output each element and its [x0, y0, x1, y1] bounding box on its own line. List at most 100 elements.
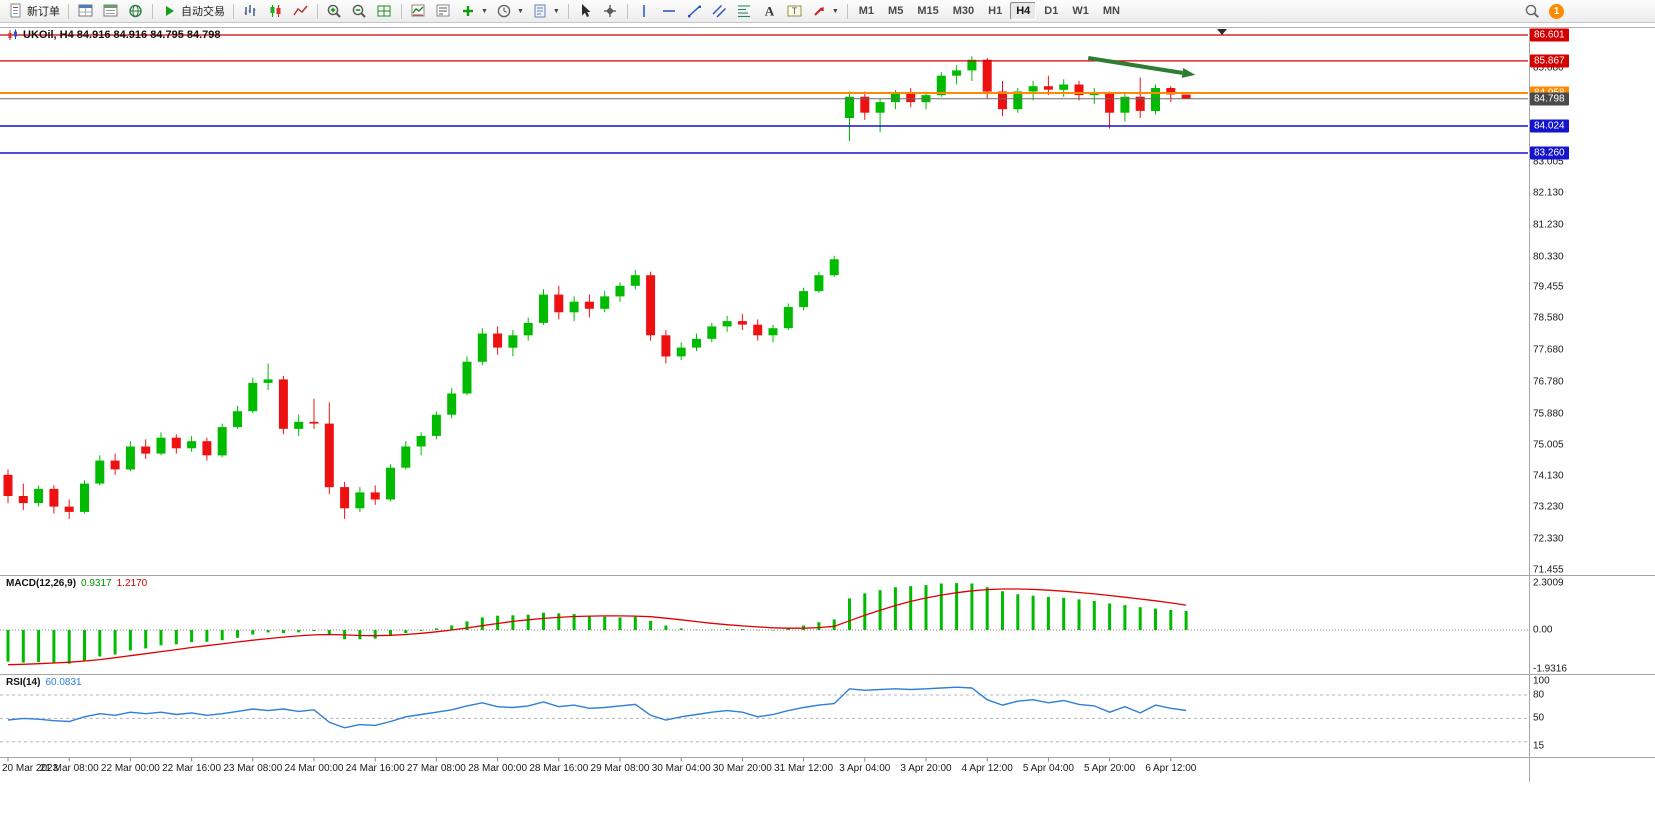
candle — [95, 460, 105, 484]
tile-windows-icon[interactable] — [372, 0, 397, 23]
timeframe-m30[interactable]: M30 — [952, 5, 975, 17]
fibonacci-icon[interactable] — [732, 0, 757, 23]
svg-text:T: T — [792, 6, 798, 16]
candle — [845, 96, 854, 118]
candle — [3, 474, 13, 496]
equidistant-channel-icon[interactable] — [707, 0, 732, 23]
price-label-85.867[interactable]: 85.867 — [1530, 54, 1569, 68]
timeframe-mn[interactable]: MN — [1102, 5, 1120, 17]
candle — [615, 285, 625, 297]
candle — [1181, 94, 1191, 99]
toolbar-separator — [233, 3, 234, 19]
candle — [814, 275, 824, 292]
candle — [217, 427, 227, 456]
candle — [447, 393, 457, 415]
candle — [1043, 86, 1053, 90]
toolbar-separator — [317, 3, 318, 19]
candle — [324, 423, 334, 488]
add-indicator-dropdown[interactable]: ▼ — [456, 0, 492, 23]
candle — [1074, 84, 1084, 96]
search-icon[interactable] — [1524, 3, 1541, 19]
candle — [493, 333, 503, 348]
candle — [1120, 96, 1130, 113]
periods-dropdown[interactable]: ▼ — [492, 0, 528, 23]
candle — [998, 91, 1007, 110]
candle — [370, 492, 380, 500]
candle — [416, 435, 426, 447]
price-label-83.260[interactable]: 83.260 — [1530, 146, 1569, 160]
candle — [936, 75, 946, 96]
candle — [967, 59, 977, 71]
candle — [722, 321, 732, 327]
candle — [34, 488, 44, 503]
price-label-84.798[interactable]: 84.798 — [1530, 92, 1569, 106]
toolbar-separator — [567, 3, 569, 19]
price-label-86.601[interactable]: 86.601 — [1530, 28, 1569, 42]
navigator-icon[interactable] — [123, 0, 148, 23]
candle — [860, 96, 870, 113]
arrows-dropdown[interactable]: ▼ — [807, 0, 843, 23]
candle — [768, 328, 778, 336]
timeframe-m1[interactable]: M1 — [858, 5, 875, 17]
candle — [110, 460, 120, 470]
candle — [1135, 96, 1145, 111]
bar-chart-icon[interactable] — [238, 0, 263, 23]
candle — [49, 488, 59, 507]
candle — [584, 301, 594, 309]
timeframe-d1[interactable]: D1 — [1044, 5, 1059, 17]
vertical-line-icon[interactable] — [632, 0, 657, 23]
candle — [80, 483, 89, 512]
candle — [890, 93, 900, 103]
timeframe-w1[interactable]: W1 — [1072, 5, 1089, 17]
indicators-icon[interactable] — [406, 0, 431, 23]
candle — [1166, 88, 1176, 95]
indicator-list-icon[interactable] — [431, 0, 456, 23]
timeframe-h1[interactable]: H1 — [988, 5, 1003, 17]
candle — [982, 59, 992, 92]
svg-text:A: A — [765, 4, 775, 19]
candle — [875, 102, 885, 113]
candle — [156, 437, 166, 454]
crosshair-icon[interactable] — [598, 0, 623, 23]
trendline-icon[interactable] — [682, 0, 707, 23]
candle — [539, 294, 548, 323]
candle — [829, 259, 839, 276]
horizontal-line-icon[interactable] — [657, 0, 682, 23]
candle — [1151, 88, 1160, 111]
macd-histogram — [6, 583, 1188, 664]
zoom-out-icon[interactable] — [347, 0, 372, 23]
candle — [600, 296, 610, 309]
candle — [569, 301, 579, 313]
toolbar-separator — [401, 3, 402, 19]
text-icon[interactable]: A — [757, 0, 782, 23]
zoom-in-icon[interactable] — [322, 0, 347, 23]
line-chart-icon[interactable] — [288, 0, 313, 23]
toolbar-separator — [626, 3, 628, 19]
new-order-button[interactable]: 新订单 — [3, 0, 64, 23]
notification-badge[interactable]: 1 — [1549, 3, 1564, 19]
autotrading-button[interactable]: 自动交易 — [157, 0, 229, 23]
candle — [431, 414, 441, 436]
price-label-84.024[interactable]: 84.024 — [1530, 119, 1569, 133]
text-label-icon[interactable]: T — [782, 0, 807, 23]
candle — [294, 421, 304, 429]
toolbar-right-group: 1 — [1524, 3, 1564, 19]
candlestick-chart-icon[interactable] — [263, 0, 288, 23]
trend-arrow-annotation[interactable] — [1087, 56, 1196, 78]
toolbar-separator — [152, 3, 153, 19]
timeframe-h4[interactable]: H4 — [1010, 2, 1037, 20]
timeframe-m5[interactable]: M5 — [888, 5, 904, 17]
timeframe-m15[interactable]: M15 — [917, 5, 939, 17]
chart-shift-marker[interactable] — [1217, 29, 1227, 35]
dropdown-arrow-icon: ▼ — [516, 7, 524, 15]
candle — [661, 335, 671, 357]
market-watch-icon[interactable] — [73, 0, 98, 23]
candle — [676, 347, 686, 357]
templates-dropdown[interactable]: ▼ — [528, 0, 564, 23]
candle — [477, 333, 487, 362]
data-window-icon[interactable] — [98, 0, 123, 23]
candle — [263, 379, 273, 383]
macd-signal-line — [7, 588, 1187, 666]
cursor-icon[interactable] — [573, 0, 598, 23]
